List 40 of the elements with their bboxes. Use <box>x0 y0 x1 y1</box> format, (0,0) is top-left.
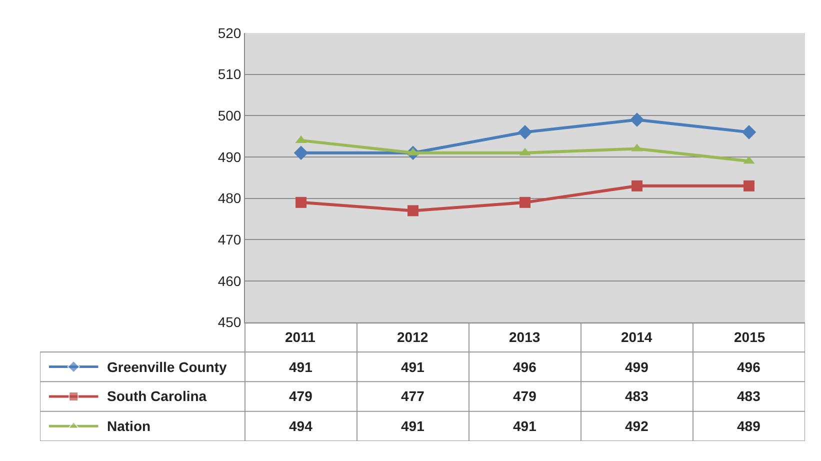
point <box>518 125 532 140</box>
data-label: 496 <box>513 359 537 375</box>
data-label: 496 <box>737 359 761 375</box>
y-tick-label: 520 <box>218 24 242 41</box>
data-label: 491 <box>289 359 313 375</box>
x-tick-label: 2012 <box>397 329 428 345</box>
y-tick-label: 450 <box>218 314 242 330</box>
y-tick-label: 490 <box>218 148 242 165</box>
data-label: 479 <box>289 388 313 404</box>
y-tick-label: 460 <box>218 272 242 289</box>
point <box>294 146 308 160</box>
y-tick-label: 500 <box>218 108 242 124</box>
data-label: 489 <box>737 418 761 434</box>
point <box>408 205 419 216</box>
data-label: 479 <box>513 388 537 404</box>
data-label: 494 <box>289 418 313 434</box>
y-tick-label: 480 <box>218 190 242 206</box>
legend-label: South Carolina <box>107 388 207 404</box>
y-tick-label: 510 <box>218 66 242 82</box>
legend-label: Nation <box>107 418 151 434</box>
point <box>744 180 754 192</box>
data-label: 491 <box>401 359 425 375</box>
data-label: 491 <box>513 418 537 434</box>
legend-label: Greenville County <box>107 359 228 375</box>
data-label: 477 <box>401 388 425 404</box>
point <box>630 112 644 127</box>
data-label: 483 <box>625 388 649 404</box>
x-tick-label: 2011 <box>285 329 316 345</box>
y-tick-label: 470 <box>218 232 242 248</box>
x-tick-label: 2013 <box>509 329 540 345</box>
data-label: 499 <box>625 359 649 375</box>
point <box>296 196 307 208</box>
data-label: 483 <box>737 388 761 404</box>
point <box>632 180 643 192</box>
x-tick-label: 2014 <box>621 329 652 345</box>
data-label: 492 <box>625 418 649 434</box>
point <box>520 196 531 208</box>
data-label: 491 <box>401 418 425 434</box>
x-tick-label: 2015 <box>734 329 766 345</box>
point <box>742 125 756 140</box>
